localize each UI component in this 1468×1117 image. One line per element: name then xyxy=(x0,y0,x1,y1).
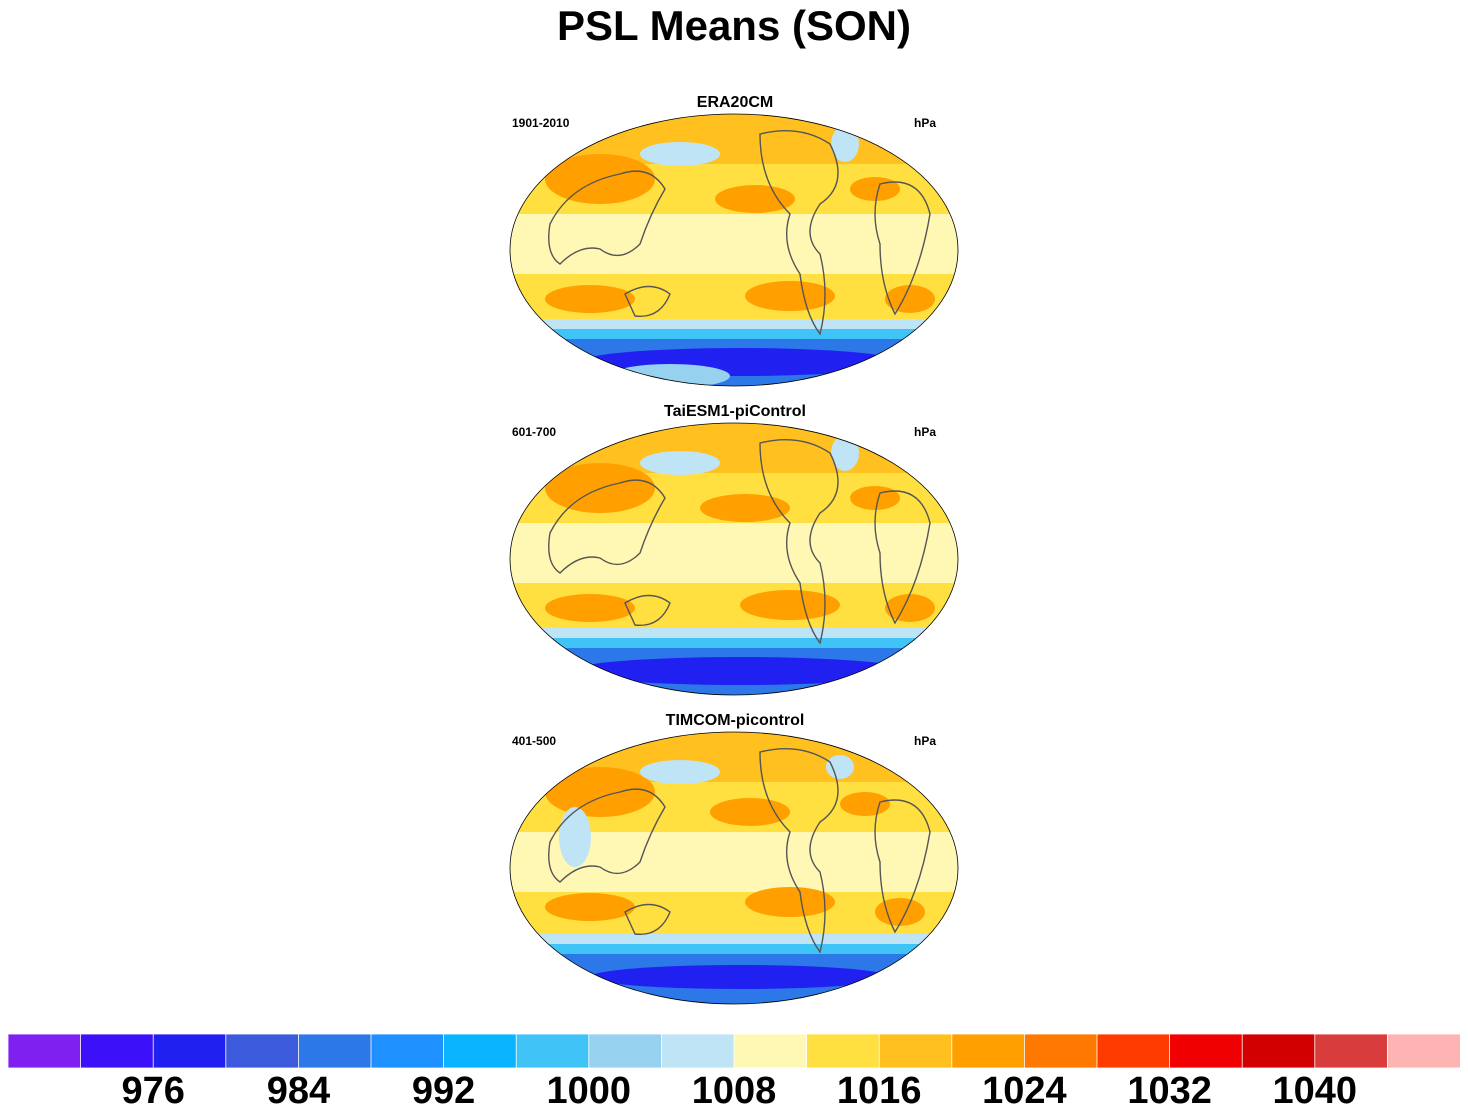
colorbar-tick-label: 1040 xyxy=(1272,1070,1358,1112)
panel-title: ERA20CM xyxy=(696,94,774,111)
colorbar-swatch xyxy=(297,1034,372,1068)
colorbar-swatch xyxy=(806,1034,881,1068)
colorbar-tick-label: 984 xyxy=(266,1070,331,1112)
panel-units: hPa xyxy=(914,425,937,439)
colorbar-swatch xyxy=(588,1034,663,1068)
colorbar-swatch xyxy=(152,1034,227,1068)
colorbar-tick-label: 1016 xyxy=(836,1070,922,1112)
colorbar-swatch xyxy=(1314,1034,1389,1068)
colorbar xyxy=(8,1034,1460,1068)
map-panel-taiesm1: TaiESM1-piControl 601-700 hPa xyxy=(500,403,970,703)
colorbar-swatch xyxy=(8,1034,82,1068)
map-panel-era20cm: ERA20CM 1901-2010 hPa xyxy=(500,94,970,394)
colorbar-tick-label: 1032 xyxy=(1127,1070,1212,1112)
colorbar-swatch xyxy=(1241,1034,1316,1068)
colorbar-swatch xyxy=(733,1034,808,1068)
colorbar-swatch xyxy=(878,1034,953,1068)
colorbar-swatch xyxy=(1024,1034,1098,1068)
colorbar-swatch xyxy=(80,1034,155,1068)
map-panel-timcom: TIMCOM-picontrol 401-500 hPa xyxy=(500,712,970,1012)
colorbar-tick-label: 1008 xyxy=(691,1070,777,1112)
panel-title: TaiESM1-piControl xyxy=(664,403,806,420)
panel-period: 401-500 xyxy=(512,734,557,748)
panel-title: TIMCOM-picontrol xyxy=(665,712,805,729)
colorbar-swatch xyxy=(515,1034,590,1068)
colorbar-swatch xyxy=(370,1034,445,1068)
psl-map xyxy=(509,731,959,1005)
colorbar-tick-label: 976 xyxy=(121,1070,185,1112)
colorbar-tick-label: 1024 xyxy=(982,1070,1067,1112)
panel-period: 1901-2010 xyxy=(512,116,570,130)
colorbar-swatch xyxy=(661,1034,735,1068)
colorbar-swatch xyxy=(443,1034,518,1068)
panel-units: hPa xyxy=(914,116,937,130)
colorbar-tick-label: 992 xyxy=(411,1070,476,1112)
panel-period: 601-700 xyxy=(512,425,557,439)
psl-map xyxy=(509,422,959,696)
colorbar-swatch xyxy=(1096,1034,1171,1068)
psl-map xyxy=(509,113,959,387)
colorbar-swatch xyxy=(951,1034,1026,1068)
colorbar-swatch xyxy=(1169,1034,1244,1068)
colorbar-tick-label: 1000 xyxy=(546,1070,632,1112)
figure-title: PSL Means (SON) xyxy=(557,2,911,49)
panel-units: hPa xyxy=(914,734,937,748)
colorbar-swatch xyxy=(225,1034,300,1068)
colorbar-swatch xyxy=(1387,1034,1460,1068)
